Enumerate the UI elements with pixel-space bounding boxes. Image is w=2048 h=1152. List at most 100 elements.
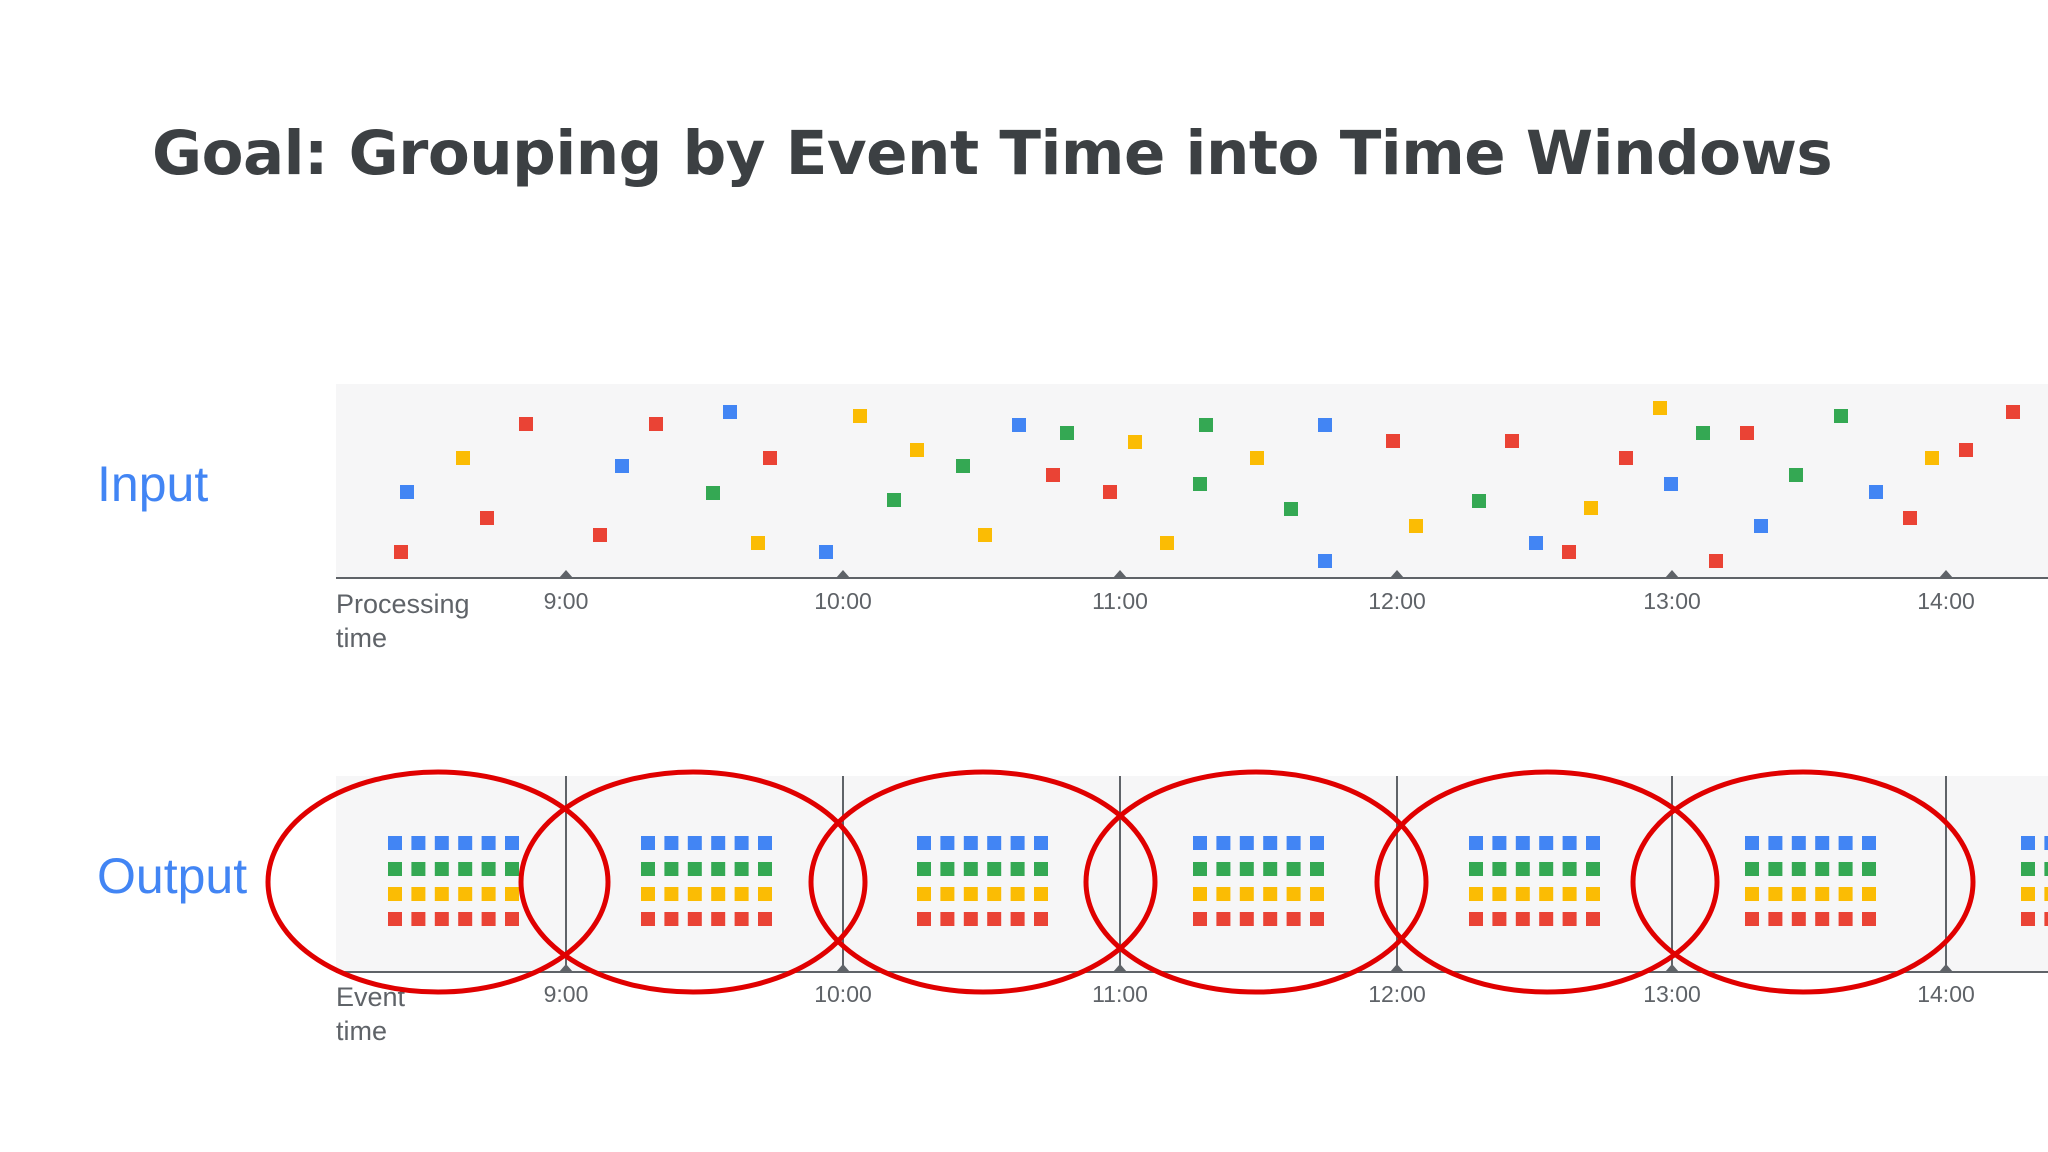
input-event-square xyxy=(394,545,408,559)
event-time-axis xyxy=(336,964,2048,973)
output-event-square xyxy=(1586,887,1600,901)
input-event-square xyxy=(1696,426,1710,440)
output-event-square xyxy=(711,836,726,850)
output-event-square xyxy=(1562,836,1577,850)
input-event-square xyxy=(763,451,777,465)
event-tick-label: 10:00 xyxy=(814,981,872,1007)
output-event-square xyxy=(687,912,702,926)
processing-tick-label: 13:00 xyxy=(1643,588,1701,614)
window-circle xyxy=(1630,769,1976,995)
window-circles xyxy=(265,769,1976,995)
window-circle xyxy=(808,769,1158,995)
event-time-caption-line2: time xyxy=(336,1016,388,1046)
input-event-square xyxy=(887,493,901,507)
output-event-square xyxy=(711,862,726,876)
input-event-square xyxy=(1472,494,1486,508)
output-event-square xyxy=(1263,912,1278,926)
input-label: Input xyxy=(97,456,209,512)
input-event-square xyxy=(723,405,737,419)
input-band-bg xyxy=(336,384,2048,578)
output-event-square xyxy=(1838,836,1853,850)
output-event-square xyxy=(1263,836,1278,850)
output-event-square xyxy=(458,836,473,850)
input-event-square xyxy=(1959,443,1973,457)
input-event-square xyxy=(593,528,607,542)
slide-title: Goal: Grouping by Event Time into Time W… xyxy=(152,118,1833,189)
output-event-square xyxy=(1286,836,1301,850)
output-event-square xyxy=(1791,887,1806,901)
output-event-square xyxy=(711,887,726,901)
output-event-square xyxy=(1791,836,1806,850)
processing-time-caption: Processing time xyxy=(336,587,556,655)
output-event-square xyxy=(1216,887,1231,901)
output-event-square xyxy=(987,836,1002,850)
output-event-square xyxy=(1239,862,1254,876)
input-event-square xyxy=(1664,477,1678,491)
output-event-square xyxy=(434,887,449,901)
output-event-square xyxy=(1862,862,1876,876)
output-event-square xyxy=(458,862,473,876)
input-event-square xyxy=(1250,451,1264,465)
input-event-square xyxy=(400,485,414,499)
input-event-square xyxy=(1103,485,1117,499)
output-event-square xyxy=(388,836,402,850)
input-event-square xyxy=(1869,485,1883,499)
output-event-square xyxy=(1263,887,1278,901)
output-event-square xyxy=(1193,887,1207,901)
output-event-square xyxy=(1539,912,1554,926)
output-event-square xyxy=(641,862,655,876)
input-event-square xyxy=(456,451,470,465)
output-event-square xyxy=(1768,887,1783,901)
output-event-square xyxy=(1586,862,1600,876)
output-event-square xyxy=(1562,887,1577,901)
output-event-square xyxy=(1286,862,1301,876)
output-event-square xyxy=(2021,912,2035,926)
output-event-square xyxy=(1539,836,1554,850)
event-tick-label: 11:00 xyxy=(1092,981,1148,1007)
input-event-square xyxy=(978,528,992,542)
input-event-square xyxy=(706,486,720,500)
input-event-square xyxy=(2006,405,2020,419)
output-event-square xyxy=(940,887,955,901)
input-event-square xyxy=(1284,502,1298,516)
input-event-square xyxy=(1199,418,1213,432)
input-event-square xyxy=(1903,511,1917,525)
output-event-square xyxy=(1745,912,1759,926)
input-event-square xyxy=(1619,451,1633,465)
input-event-square xyxy=(910,443,924,457)
input-event-square xyxy=(1318,418,1332,432)
output-event-square xyxy=(687,862,702,876)
output-event-square xyxy=(963,887,978,901)
event-tick-marker xyxy=(1665,964,1679,972)
input-event-square xyxy=(1925,451,1939,465)
output-event-square xyxy=(1216,862,1231,876)
output-event-square xyxy=(664,887,679,901)
input-event-square xyxy=(1505,434,1519,448)
output-event-square xyxy=(458,887,473,901)
input-event-square xyxy=(519,417,533,431)
output-event-square xyxy=(711,912,726,926)
input-event-square xyxy=(1529,536,1543,550)
event-tick-marker xyxy=(1113,964,1127,972)
input-event-square xyxy=(1193,477,1207,491)
output-event-square xyxy=(1239,836,1254,850)
output-event-square xyxy=(1539,862,1554,876)
output-event-square xyxy=(481,836,496,850)
output-event-square xyxy=(1838,887,1853,901)
output-event-square xyxy=(1216,912,1231,926)
output-event-square xyxy=(1310,887,1324,901)
output-event-square xyxy=(411,887,426,901)
output-event-square xyxy=(411,836,426,850)
output-event-square xyxy=(1010,912,1025,926)
input-event-square xyxy=(1754,519,1768,533)
event-tick-marker xyxy=(1390,964,1404,972)
window-circle xyxy=(265,769,611,995)
processing-tick-label: 9:00 xyxy=(543,588,589,614)
input-event-square xyxy=(1789,468,1803,482)
processing-tick-marker xyxy=(1665,570,1679,578)
event-tick-marker xyxy=(559,964,573,972)
output-event-square xyxy=(734,912,749,926)
event-tick-marker xyxy=(836,964,850,972)
input-event-square xyxy=(1584,501,1598,515)
